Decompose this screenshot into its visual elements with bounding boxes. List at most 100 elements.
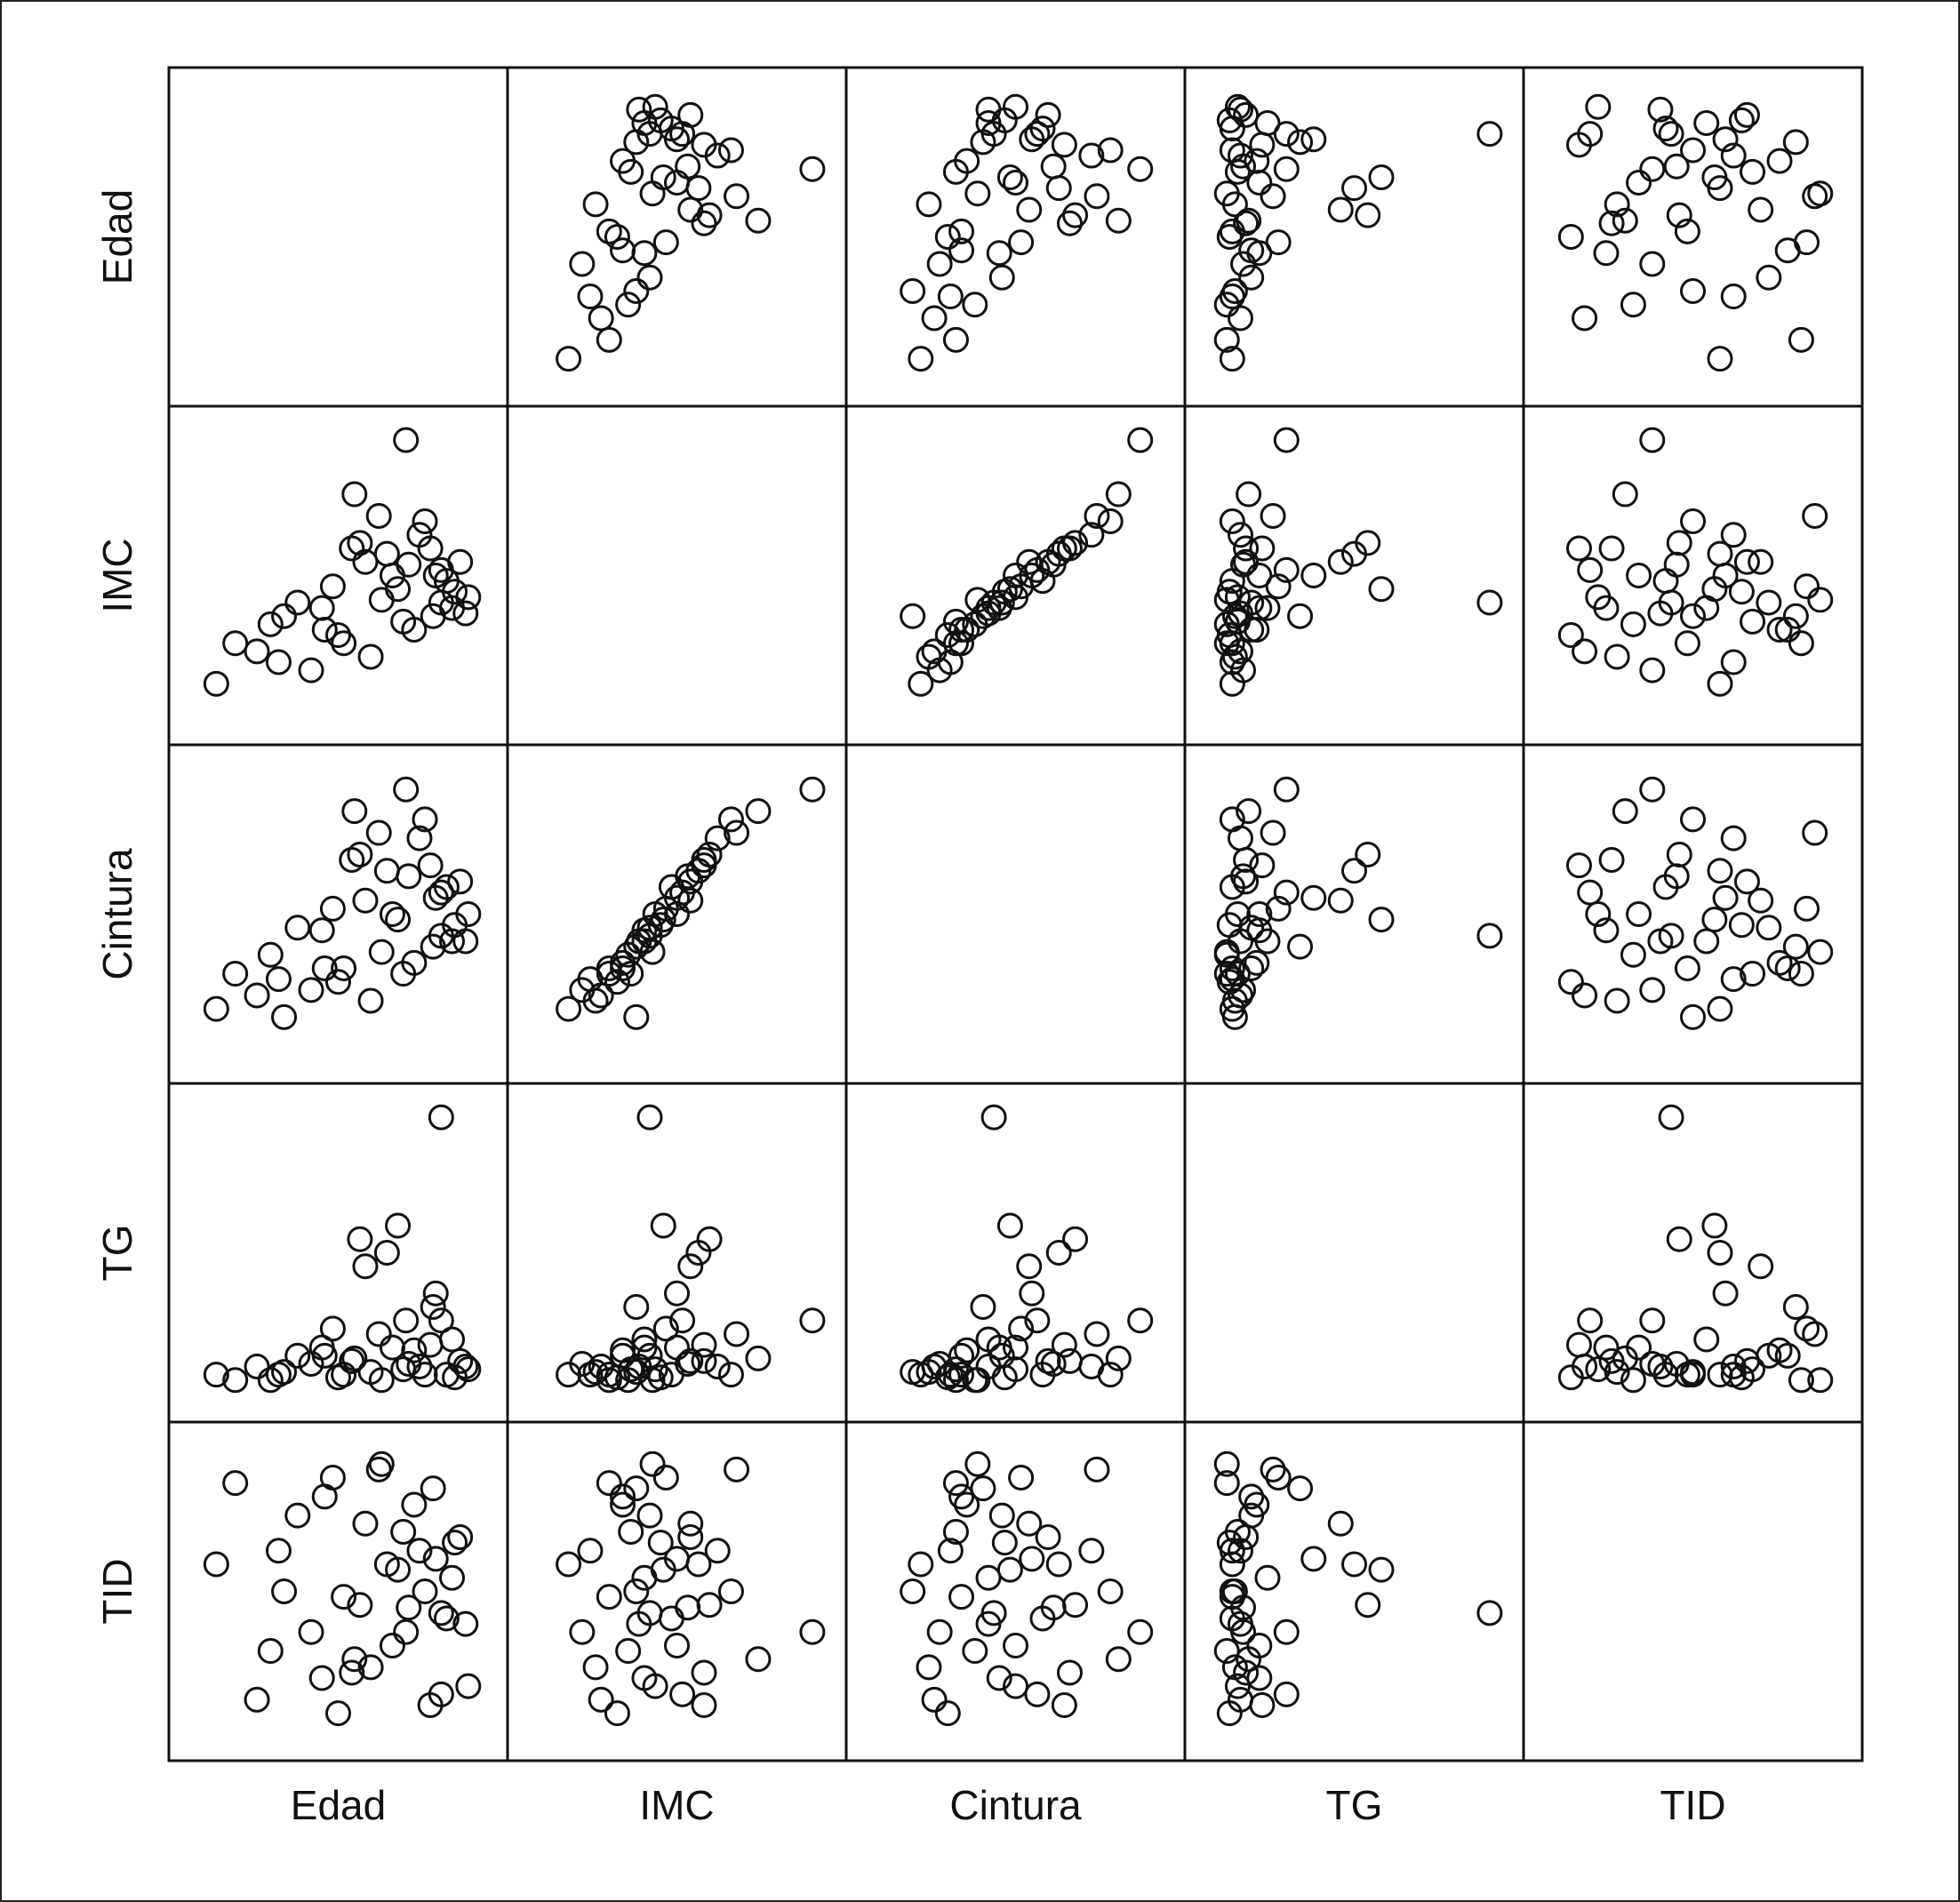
point <box>1127 1307 1154 1334</box>
column-label: TID <box>1660 1782 1725 1828</box>
point <box>1598 535 1625 562</box>
point <box>422 1546 449 1572</box>
point <box>417 1692 444 1719</box>
point <box>1224 158 1251 185</box>
point <box>1733 868 1760 895</box>
point <box>636 1502 663 1529</box>
point <box>623 1003 650 1030</box>
point <box>284 1502 311 1529</box>
point <box>717 1362 744 1388</box>
point <box>1476 923 1503 949</box>
point <box>393 776 420 803</box>
point <box>1051 1331 1077 1358</box>
point <box>1593 1334 1620 1361</box>
point <box>1476 1600 1503 1626</box>
point <box>1766 148 1793 174</box>
point <box>284 915 311 941</box>
point <box>675 153 701 180</box>
point <box>1707 175 1733 202</box>
point <box>1236 1646 1262 1673</box>
point <box>433 1605 460 1632</box>
point <box>1024 121 1051 148</box>
point <box>271 1578 298 1604</box>
point <box>1626 170 1652 196</box>
point <box>991 579 1018 605</box>
panel <box>506 404 848 747</box>
point <box>636 264 663 291</box>
point <box>1663 1350 1690 1377</box>
point <box>948 237 975 264</box>
point <box>691 1692 717 1719</box>
point <box>203 670 229 697</box>
point <box>244 982 270 1009</box>
point <box>1756 589 1782 616</box>
point <box>1626 901 1652 927</box>
point <box>1040 153 1067 180</box>
point <box>1224 608 1251 635</box>
point <box>799 776 826 803</box>
point <box>412 1578 438 1604</box>
point <box>691 1659 717 1686</box>
point <box>1040 1594 1067 1621</box>
point <box>582 191 609 218</box>
point <box>1341 858 1367 884</box>
point <box>677 196 704 223</box>
point <box>615 1638 642 1665</box>
point <box>937 1362 964 1388</box>
point <box>596 218 622 244</box>
point <box>325 1700 351 1727</box>
point <box>1707 670 1733 697</box>
point <box>1557 969 1584 995</box>
point <box>1647 600 1674 627</box>
point <box>569 1618 596 1645</box>
point <box>677 1347 704 1374</box>
point <box>1707 995 1733 1022</box>
point <box>1273 776 1300 803</box>
point <box>1658 121 1684 148</box>
point <box>203 1551 229 1578</box>
point <box>265 649 292 675</box>
point <box>1219 1551 1245 1578</box>
point <box>996 1212 1023 1239</box>
point <box>691 1331 717 1358</box>
point <box>631 917 658 944</box>
point <box>618 1518 644 1545</box>
point <box>257 941 284 968</box>
point <box>1720 966 1747 993</box>
point <box>244 1354 270 1380</box>
point <box>1219 508 1245 535</box>
point <box>604 1700 630 1727</box>
point <box>1219 966 1245 993</box>
point <box>962 292 988 318</box>
point <box>623 1578 650 1604</box>
point <box>1246 901 1273 927</box>
point <box>396 1594 422 1621</box>
point <box>942 1356 969 1383</box>
point <box>412 508 438 535</box>
point <box>339 1659 365 1686</box>
point <box>1300 1546 1327 1572</box>
point <box>1078 522 1105 548</box>
point <box>799 1618 826 1645</box>
point <box>1680 137 1706 164</box>
point <box>1236 481 1262 507</box>
point <box>1219 284 1245 310</box>
point <box>244 638 270 665</box>
point <box>341 798 368 825</box>
point <box>1680 277 1706 304</box>
point <box>1720 522 1747 548</box>
point <box>664 126 690 153</box>
point <box>1802 819 1828 846</box>
point <box>1766 949 1793 976</box>
point <box>331 1584 357 1610</box>
point <box>1604 643 1630 670</box>
point <box>341 1345 368 1371</box>
point <box>1051 1692 1077 1719</box>
point <box>1593 917 1620 944</box>
point <box>980 1104 1007 1131</box>
point <box>298 1350 324 1377</box>
point <box>257 1367 284 1394</box>
point <box>1097 508 1124 535</box>
point <box>1565 535 1592 562</box>
